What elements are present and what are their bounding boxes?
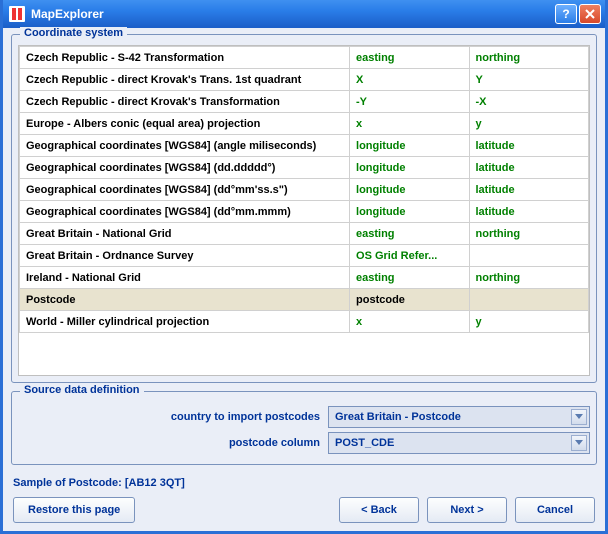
next-button[interactable]: Next > bbox=[427, 497, 507, 523]
cs-col1-cell: OS Grid Refer... bbox=[350, 245, 469, 267]
cs-col1-cell: postcode bbox=[350, 289, 469, 311]
table-row[interactable]: Czech Republic - direct Krovak's Transfo… bbox=[20, 91, 589, 113]
cs-col2-cell: northing bbox=[469, 267, 589, 289]
table-row[interactable]: Europe - Albers conic (equal area) proje… bbox=[20, 113, 589, 135]
cs-col1-cell: -Y bbox=[350, 91, 469, 113]
cs-name-cell: Geographical coordinates [WGS84] (dd.ddd… bbox=[20, 157, 350, 179]
cs-col2-cell: Y bbox=[469, 69, 589, 91]
table-row[interactable]: Great Britain - National Grideastingnort… bbox=[20, 223, 589, 245]
country-row: country to import postcodes Great Britai… bbox=[18, 406, 590, 428]
cs-name-cell: Czech Republic - S-42 Transformation bbox=[20, 47, 350, 69]
cs-col2-cell: northing bbox=[469, 223, 589, 245]
cs-col1-cell: longitude bbox=[350, 135, 469, 157]
cs-name-cell: Postcode bbox=[20, 289, 350, 311]
cs-col2-cell: -X bbox=[469, 91, 589, 113]
cs-col1-cell: x bbox=[350, 113, 469, 135]
client-area: Coordinate system Czech Republic - S-42 … bbox=[3, 28, 605, 531]
chevron-down-icon bbox=[571, 409, 587, 425]
cs-table-wrap: Czech Republic - S-42 Transformationeast… bbox=[18, 45, 590, 376]
table-row[interactable]: Geographical coordinates [WGS84] (dd.ddd… bbox=[20, 157, 589, 179]
titlebar: MapExplorer ? bbox=[3, 0, 605, 28]
table-row[interactable]: Great Britain - Ordnance SurveyOS Grid R… bbox=[20, 245, 589, 267]
back-button[interactable]: < Back bbox=[339, 497, 419, 523]
table-row[interactable]: Geographical coordinates [WGS84] (dd°mm'… bbox=[20, 179, 589, 201]
cs-col2-cell: latitude bbox=[469, 179, 589, 201]
cs-name-cell: Europe - Albers conic (equal area) proje… bbox=[20, 113, 350, 135]
cs-col1-cell: easting bbox=[350, 47, 469, 69]
cs-name-cell: Great Britain - National Grid bbox=[20, 223, 350, 245]
cs-col1-cell: longitude bbox=[350, 201, 469, 223]
table-row[interactable]: Czech Republic - direct Krovak's Trans. … bbox=[20, 69, 589, 91]
restore-button[interactable]: Restore this page bbox=[13, 497, 135, 523]
window-title: MapExplorer bbox=[31, 7, 555, 21]
table-row[interactable]: Postcodepostcode bbox=[20, 289, 589, 311]
cs-col1-cell: easting bbox=[350, 267, 469, 289]
column-combo[interactable]: POST_CDE bbox=[328, 432, 590, 454]
cs-col2-cell: latitude bbox=[469, 157, 589, 179]
table-row[interactable]: Geographical coordinates [WGS84] (dd°mm.… bbox=[20, 201, 589, 223]
cs-table[interactable]: Czech Republic - S-42 Transformationeast… bbox=[19, 46, 589, 333]
help-button[interactable]: ? bbox=[555, 4, 577, 24]
column-label: postcode column bbox=[18, 437, 328, 449]
table-row[interactable]: Geographical coordinates [WGS84] (angle … bbox=[20, 135, 589, 157]
cs-col2-cell: y bbox=[469, 311, 589, 333]
cs-name-cell: World - Miller cylindrical projection bbox=[20, 311, 350, 333]
close-button[interactable] bbox=[579, 4, 601, 24]
column-row: postcode column POST_CDE bbox=[18, 432, 590, 454]
country-combo-value: Great Britain - Postcode bbox=[335, 411, 461, 423]
cs-name-cell: Geographical coordinates [WGS84] (angle … bbox=[20, 135, 350, 157]
table-blank-area bbox=[19, 333, 589, 373]
cs-name-cell: Czech Republic - direct Krovak's Transfo… bbox=[20, 91, 350, 113]
button-spacer bbox=[143, 497, 331, 523]
titlebar-buttons: ? bbox=[555, 4, 601, 24]
table-row[interactable]: Ireland - National Grideastingnorthing bbox=[20, 267, 589, 289]
cs-col2-cell bbox=[469, 245, 589, 267]
sdd-legend: Source data definition bbox=[20, 384, 144, 396]
coordinate-system-group: Coordinate system Czech Republic - S-42 … bbox=[11, 34, 597, 383]
country-combo[interactable]: Great Britain - Postcode bbox=[328, 406, 590, 428]
chevron-down-icon bbox=[571, 435, 587, 451]
sample-text: Sample of Postcode: [AB12 3QT] bbox=[11, 473, 597, 497]
cs-name-cell: Czech Republic - direct Krovak's Trans. … bbox=[20, 69, 350, 91]
cs-col1-cell: longitude bbox=[350, 157, 469, 179]
cs-col1-cell: longitude bbox=[350, 179, 469, 201]
cs-col2-cell: latitude bbox=[469, 201, 589, 223]
table-row[interactable]: World - Miller cylindrical projectionxy bbox=[20, 311, 589, 333]
cs-col2-cell: y bbox=[469, 113, 589, 135]
cs-name-cell: Great Britain - Ordnance Survey bbox=[20, 245, 350, 267]
table-row[interactable]: Czech Republic - S-42 Transformationeast… bbox=[20, 47, 589, 69]
cancel-button[interactable]: Cancel bbox=[515, 497, 595, 523]
cs-col2-cell bbox=[469, 289, 589, 311]
cs-name-cell: Geographical coordinates [WGS84] (dd°mm'… bbox=[20, 179, 350, 201]
cs-name-cell: Geographical coordinates [WGS84] (dd°mm.… bbox=[20, 201, 350, 223]
cs-col2-cell: northing bbox=[469, 47, 589, 69]
cs-col1-cell: X bbox=[350, 69, 469, 91]
cs-col2-cell: latitude bbox=[469, 135, 589, 157]
source-data-definition-group: Source data definition country to import… bbox=[11, 391, 597, 465]
country-label: country to import postcodes bbox=[18, 411, 328, 423]
cs-name-cell: Ireland - National Grid bbox=[20, 267, 350, 289]
cs-col1-cell: x bbox=[350, 311, 469, 333]
cs-legend: Coordinate system bbox=[20, 27, 127, 39]
button-row: Restore this page < Back Next > Cancel bbox=[11, 497, 597, 523]
column-combo-value: POST_CDE bbox=[335, 437, 394, 449]
app-window: MapExplorer ? Coordinate system Czech Re… bbox=[0, 0, 608, 534]
app-icon bbox=[9, 6, 25, 22]
cs-col1-cell: easting bbox=[350, 223, 469, 245]
